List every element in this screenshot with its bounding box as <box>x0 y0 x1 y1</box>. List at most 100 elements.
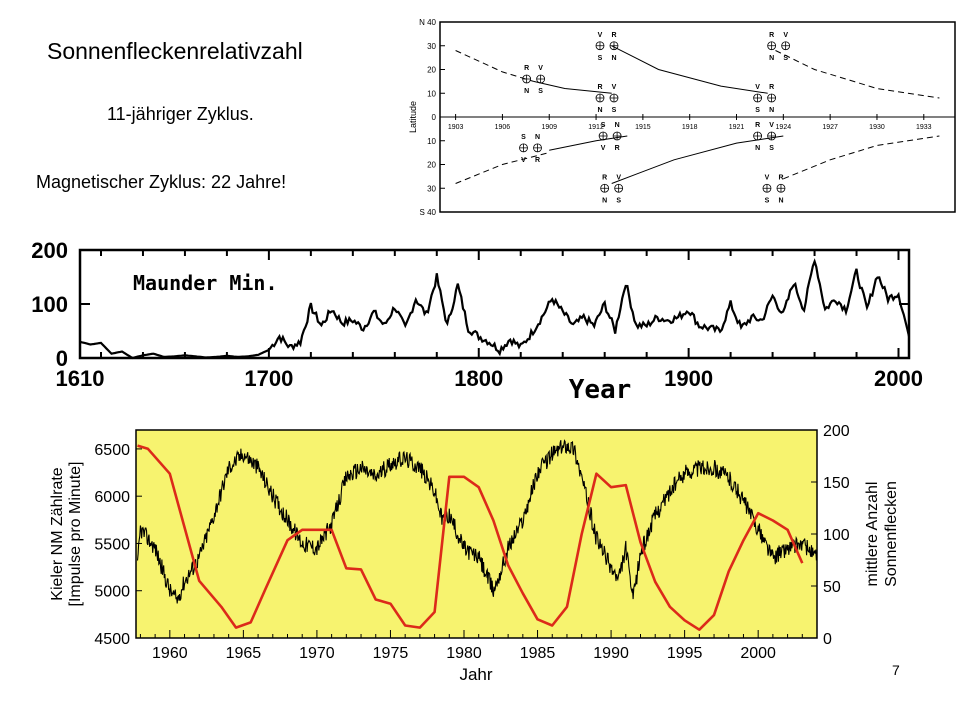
sunspot-symbol-cross <box>781 41 790 50</box>
sunspot-symbol-cross <box>600 184 609 193</box>
neutron-x-tick-label: 1975 <box>373 645 409 662</box>
butterfly-dashed-line <box>783 135 940 180</box>
sunspot-y-tick-label: 0 <box>56 346 68 371</box>
sunspot-symbol-cross <box>533 143 542 152</box>
sunspot-x-tick-label: 1610 <box>56 366 105 391</box>
polarity-letter: N <box>769 55 774 62</box>
sunspot-y-tick-label: 100 <box>31 292 68 317</box>
sunspot-x-tick-label: 1900 <box>664 366 713 391</box>
latitude-tick-label: 30 <box>427 42 436 51</box>
polarity-letter: R <box>769 32 774 39</box>
polarity-letter: S <box>612 107 617 114</box>
polarity-letter: S <box>765 197 770 204</box>
neutron-x-tick-label: 1985 <box>520 645 556 662</box>
polarity-letter: N <box>524 88 529 95</box>
neutron-right-tick-label: 150 <box>823 475 850 492</box>
year-tick-label: 1918 <box>682 124 698 131</box>
polarity-letter: S <box>538 88 543 95</box>
sunspot-symbol-cross <box>767 41 776 50</box>
polarity-letter: S <box>769 145 774 152</box>
neutron-right-tick-label: 0 <box>823 631 832 648</box>
sunspot-symbol-cross <box>609 94 618 102</box>
year-tick-label: 1927 <box>822 124 838 131</box>
polarity-letter: V <box>612 84 617 91</box>
neutron-left-tick-label: 5000 <box>94 584 130 601</box>
sunspot-number-line <box>79 258 911 360</box>
neutron-left-axis-title-2: [Impulse pro Minute] <box>67 462 84 607</box>
neutron-x-tick-label: 1965 <box>226 645 262 662</box>
neutron-x-tick-label: 2000 <box>740 645 776 662</box>
polarity-letter: V <box>598 32 603 39</box>
latitude-tick-label: 30 <box>427 184 436 193</box>
sunspot-symbol-cross <box>613 132 622 140</box>
neutron-x-axis-title: Jahr <box>459 665 492 684</box>
neutron-x-tick-label: 1970 <box>299 645 335 662</box>
polarity-letter: S <box>598 55 603 62</box>
latitude-tick-label: 20 <box>427 161 436 170</box>
sunspot-symbol-cross <box>519 143 528 152</box>
sunspot-symbol-cross <box>767 132 776 140</box>
polarity-letter: R <box>615 145 620 152</box>
sunspot-symbol-cross <box>536 75 545 83</box>
neutron-left-tick-label: 6500 <box>94 442 130 459</box>
polarity-letter: S <box>783 55 788 62</box>
sunspot-y-tick-label: 200 <box>31 238 68 263</box>
polarity-letter: S <box>616 197 621 204</box>
year-tick-label: 1909 <box>541 124 557 131</box>
neutron-x-tick-label: 1990 <box>593 645 629 662</box>
year-tick-label: 1924 <box>776 124 792 131</box>
latitude-axis-label: Latitude <box>408 101 418 133</box>
sunspot-symbol-cross <box>599 132 608 140</box>
sunspot-x-axis-title: Year <box>569 375 632 405</box>
neutron-right-tick-label: 200 <box>823 423 850 440</box>
polarity-letter: R <box>602 174 607 181</box>
year-tick-label: 1921 <box>729 124 745 131</box>
latitude-tick-label: 0 <box>432 113 437 122</box>
polarity-letter: S <box>521 134 526 141</box>
neutron-right-axis-title-2: Sonnenflecken <box>883 481 900 587</box>
butterfly-solid-line <box>533 80 612 94</box>
polarity-letter: N <box>611 55 616 62</box>
polarity-letter: S <box>601 122 606 129</box>
polarity-letter: N <box>602 197 607 204</box>
page-number: 7 <box>892 662 900 678</box>
sunspot-mean-line <box>137 444 804 631</box>
neutron-count-line <box>136 439 817 604</box>
polarity-letter: N <box>615 122 620 129</box>
butterfly-dashed-line <box>455 50 534 82</box>
sunspot-symbol-cross <box>595 94 604 102</box>
polarity-letter: R <box>524 65 529 72</box>
sunspot-x-tick-label: 2000 <box>874 366 923 391</box>
butterfly-dashed-line <box>775 50 940 99</box>
polarity-letter: V <box>538 65 543 72</box>
neutron-x-tick-label: 1960 <box>152 645 188 662</box>
polarity-letter: V <box>755 84 760 91</box>
polarity-letter: N <box>597 107 602 114</box>
latitude-tick-label: S 40 <box>420 208 437 217</box>
sunspot-symbol-cross <box>753 132 762 140</box>
latitude-tick-label: 10 <box>427 137 436 146</box>
butterfly-dashed-line <box>455 152 550 184</box>
butterfly-solid-line <box>611 45 768 94</box>
maunder-minimum-label: Maunder Min. <box>133 271 278 295</box>
polarity-letter: V <box>616 174 621 181</box>
polarity-letter: R <box>755 122 760 129</box>
year-tick-label: 1915 <box>635 124 651 131</box>
polarity-letter: R <box>769 84 774 91</box>
polarity-letter: V <box>601 145 606 152</box>
polarity-letter: V <box>783 32 788 39</box>
polarity-letter: S <box>755 107 760 114</box>
latitude-tick-label: 20 <box>427 66 436 75</box>
latitude-tick-label: 10 <box>427 89 436 98</box>
year-tick-label: 1906 <box>495 124 511 131</box>
polarity-letter: R <box>535 157 540 164</box>
sunspot-symbol-cross <box>753 94 762 102</box>
year-tick-label: 1912 <box>588 124 604 131</box>
sunspot-symbol-cross <box>767 94 776 102</box>
polarity-letter: N <box>769 107 774 114</box>
polarity-letter: R <box>611 32 616 39</box>
neutron-right-axis-title: mittlere Anzahl <box>864 482 881 587</box>
